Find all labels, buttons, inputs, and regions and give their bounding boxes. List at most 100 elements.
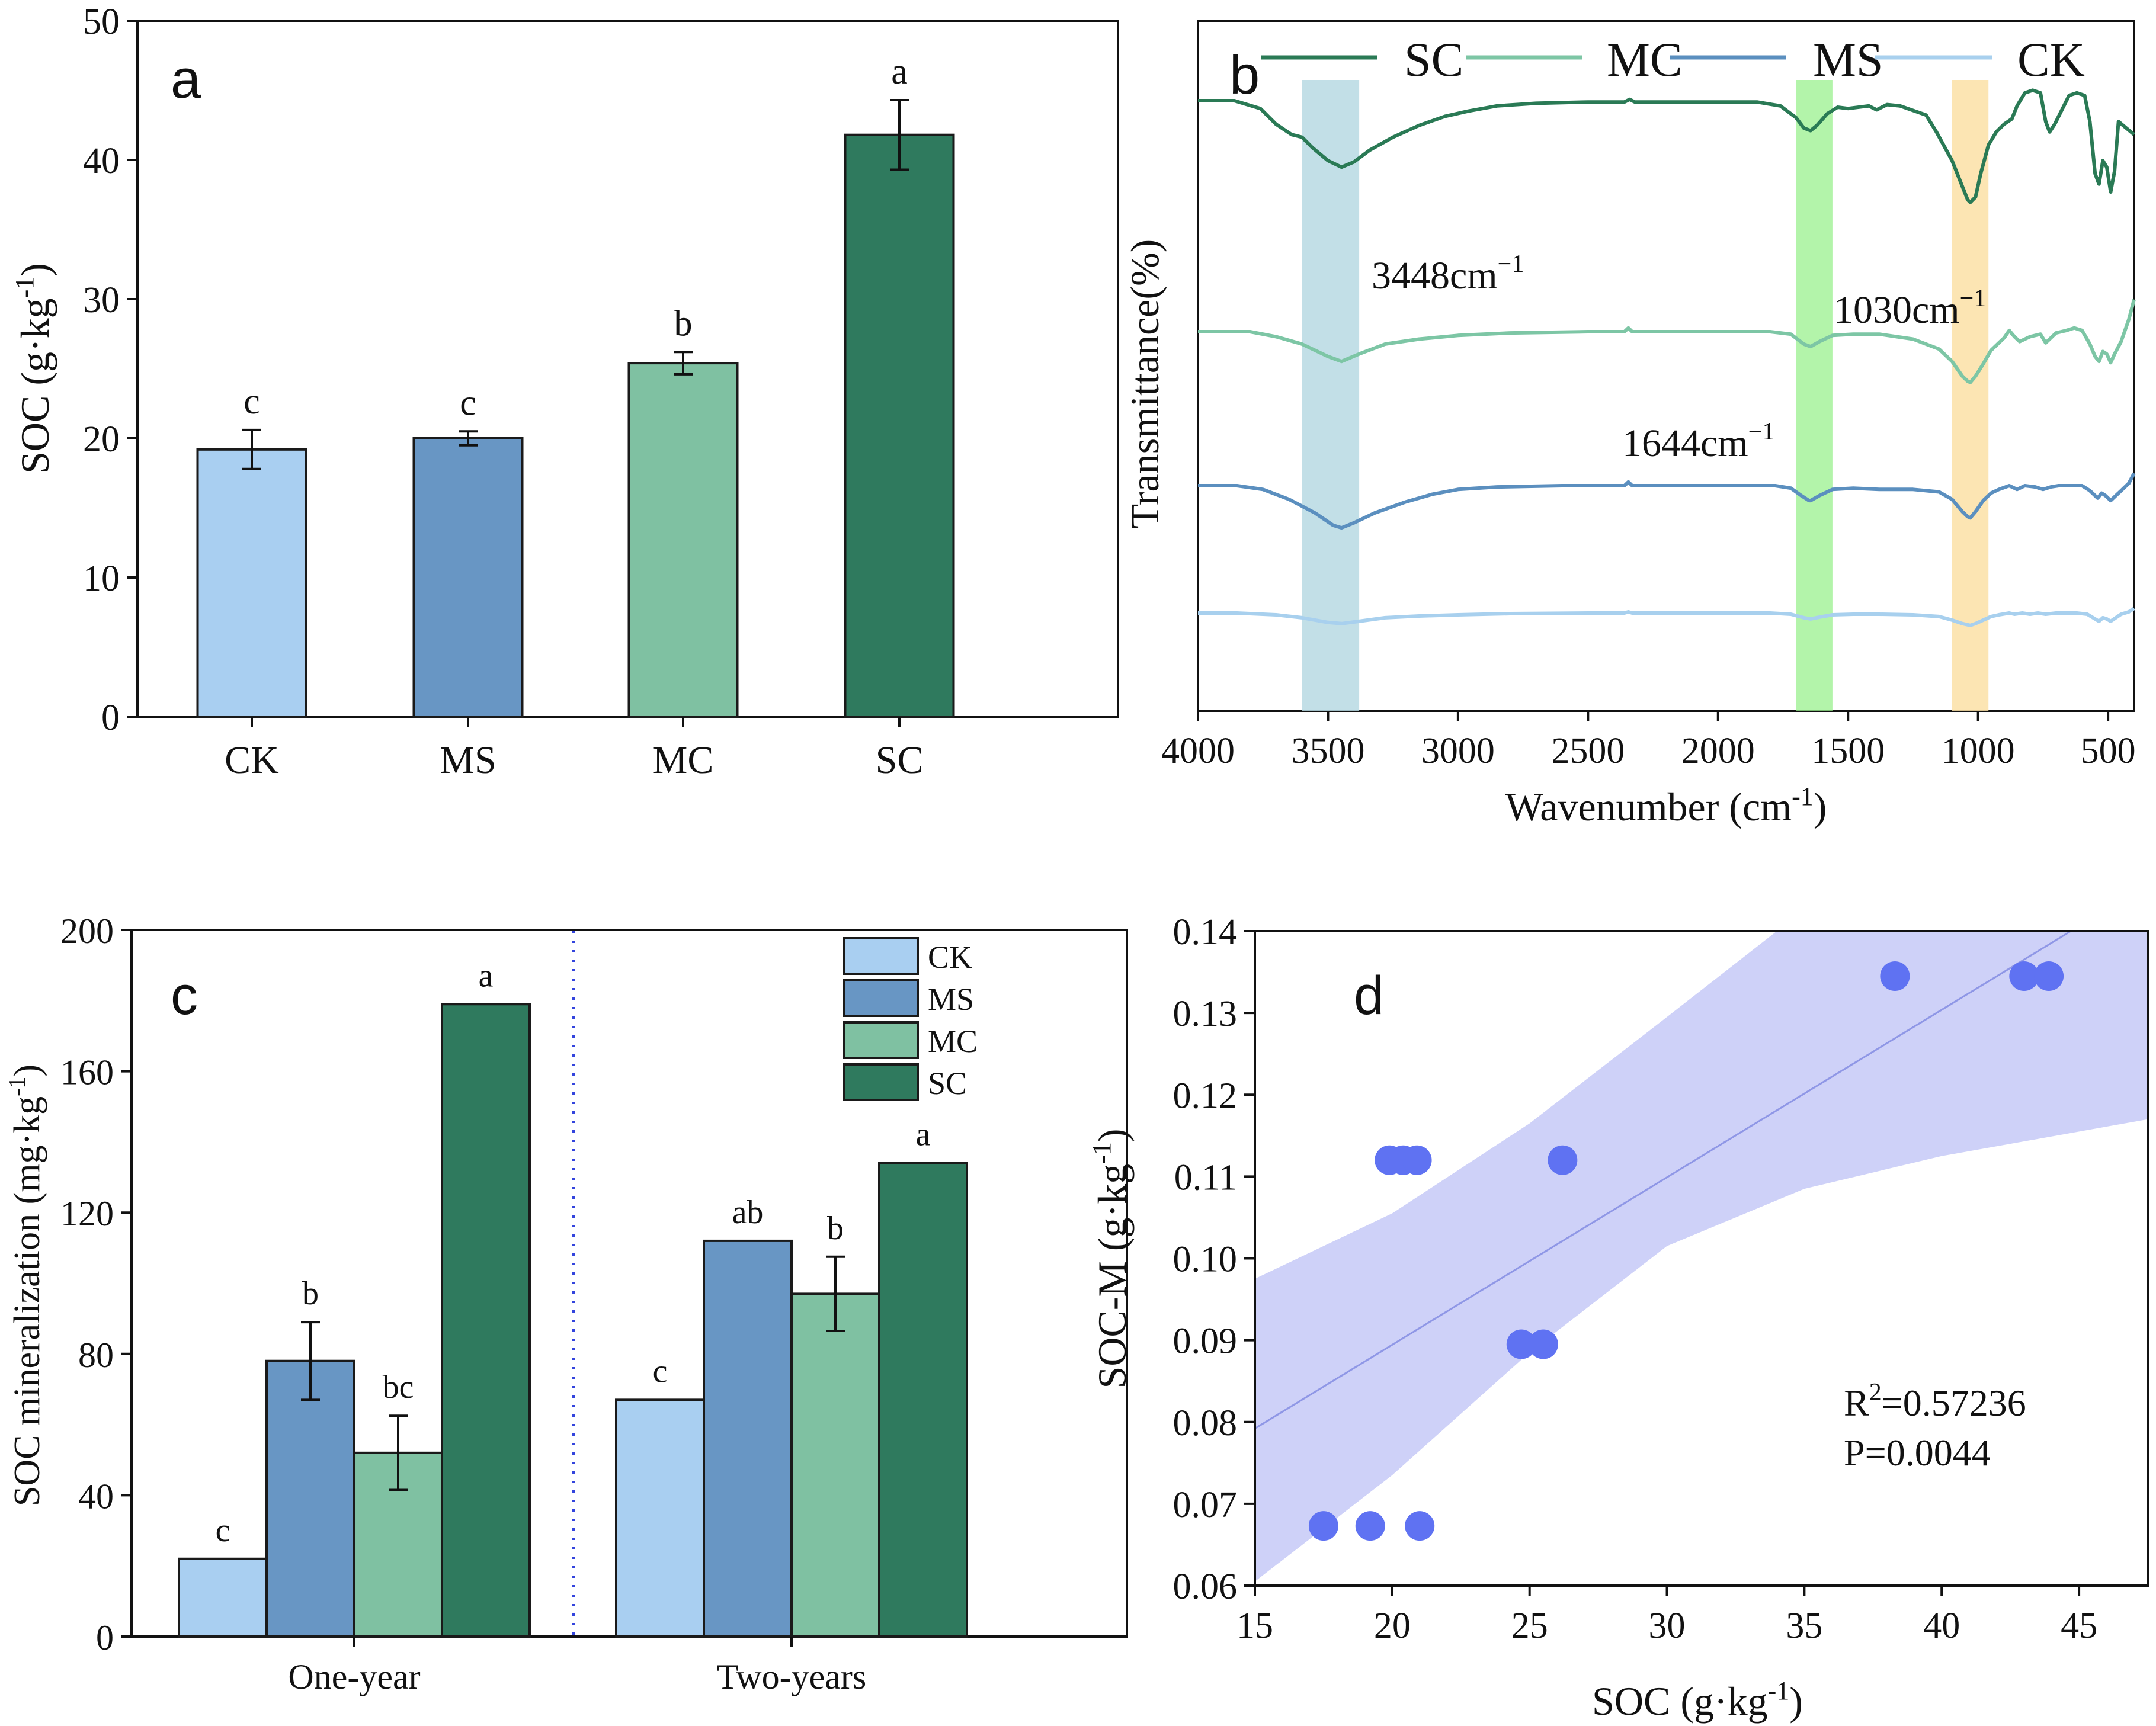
annotation-1030: 1030cm−1 <box>1834 285 1986 332</box>
legend-label-ms: MS <box>928 981 974 1017</box>
spectrum-line-ms <box>1198 472 2136 530</box>
legend-label-sc: SC <box>1404 33 1463 86</box>
significance-letter-sc-one-year: a <box>479 957 494 994</box>
panel-c-mineralization-bar-chart: c c b ab bc b a a 0 40 80 120 160 200 One-year Two-ye… <box>4 912 1128 1696</box>
legend-label-ck: CK <box>2017 33 2085 86</box>
bar-sc <box>844 133 955 718</box>
regression-line <box>1254 930 2071 1430</box>
significance-letter-ck-two-years: c <box>653 1353 668 1390</box>
x-tick-label-sc: SC <box>876 739 924 782</box>
scatter-point <box>1528 1329 1558 1359</box>
y-tick-label-120: 120 <box>60 1194 114 1233</box>
y-tick-label-40: 40 <box>83 141 120 181</box>
x-tick-label-1000: 1000 <box>1942 731 2015 771</box>
y-tick-label-0.13: 0.13 <box>1173 994 1238 1034</box>
bar-ck-two-years <box>615 1398 705 1638</box>
x-tick-label-mc: MC <box>653 739 714 782</box>
bar-ck <box>196 448 307 718</box>
x-tick-label-2500: 2500 <box>1551 731 1625 771</box>
annotation-3448: 3448cm−1 <box>1372 251 1524 297</box>
panel-c-y-axis-label: SOC mineralization (mg·kg-1) <box>4 1064 47 1506</box>
significance-letter-ck: c <box>244 381 260 422</box>
x-tick-label-one-year: One-year <box>288 1657 420 1696</box>
panel-d-letter: d <box>1354 965 1384 1026</box>
y-tick-label-0.09: 0.09 <box>1173 1321 1238 1362</box>
significance-letter-ms: c <box>460 383 476 423</box>
band-co <box>1796 80 1833 711</box>
y-tick-label-80: 80 <box>78 1336 114 1375</box>
bar-ms-two-years <box>703 1239 793 1638</box>
y-tick-label-20: 20 <box>83 419 120 460</box>
panel-b-ftir-spectra: 4000 3500 3000 2500 2000 1500 1000 500 SC MC MS… <box>1122 20 2136 829</box>
legend-swatch-ms <box>843 979 919 1017</box>
y-tick-label-50: 50 <box>83 2 120 42</box>
panel-a-letter: a <box>171 49 201 110</box>
significance-letter-ck-one-year: c <box>216 1512 230 1549</box>
y-tick-label-0.08: 0.08 <box>1173 1403 1238 1443</box>
x-tick-label-1500: 1500 <box>1811 731 1885 771</box>
significance-letter-mc: b <box>674 303 693 344</box>
significance-letter-mc-two-years: b <box>827 1210 844 1247</box>
y-tick-label-0: 0 <box>101 698 120 738</box>
scatter-point <box>1308 1511 1338 1541</box>
panel-b-frame <box>1197 20 2135 712</box>
spectrum-line-mc <box>1198 299 2136 384</box>
x-tick-label-ck: CK <box>225 739 279 782</box>
x-tick-label-45: 45 <box>2061 1606 2097 1646</box>
significance-letter-sc: a <box>891 52 908 92</box>
x-tick-label-35: 35 <box>1786 1606 1822 1646</box>
panel-c-letter: c <box>171 965 198 1026</box>
confidence-band <box>1255 931 2148 1582</box>
x-tick-label-20: 20 <box>1374 1606 1411 1646</box>
legend-label-ck: CK <box>928 939 972 975</box>
scatter-point <box>1402 1145 1432 1175</box>
panel-b-letter: b <box>1229 45 1260 105</box>
scatter-point <box>2034 961 2064 991</box>
y-tick-label-30: 30 <box>83 280 120 320</box>
spectrum-line-sc <box>1198 88 2135 204</box>
panel-d-scatter-regression: 15 20 25 30 35 40 45 0.06 0.07 0.08 0.09 0.10 0.11 0… <box>1087 912 2149 1724</box>
bar-sc-two-years <box>878 1162 968 1638</box>
significance-letter-ms-one-year: b <box>302 1275 319 1312</box>
scatter-point <box>1405 1511 1435 1541</box>
x-tick-label-4000: 4000 <box>1161 731 1235 771</box>
legend-swatch-mc <box>843 1021 919 1059</box>
x-tick-label-500: 500 <box>2081 731 2136 771</box>
bar-ms-one-year <box>265 1359 355 1638</box>
x-tick-label-40: 40 <box>1923 1606 1960 1646</box>
legend-swatch-sc <box>843 1063 919 1101</box>
significance-letter-ms-two-years: ab <box>732 1194 764 1231</box>
bar-ck-one-year <box>178 1557 268 1638</box>
bar-mc <box>627 362 739 718</box>
panel-b-x-axis-label: Wavenumber (cm-1) <box>1505 782 1827 829</box>
panel-d-x-axis-label: SOC (g·kg-1) <box>1592 1676 1803 1724</box>
x-tick-label-30: 30 <box>1649 1606 1686 1646</box>
scatter-point <box>1506 1329 1536 1359</box>
bar-ms <box>412 437 524 718</box>
panel-b-y-axis-label: Transmittance(%) <box>1122 239 1167 528</box>
y-tick-label-10: 10 <box>83 559 120 599</box>
scatter-point <box>1880 961 1910 991</box>
y-tick-label-0.07: 0.07 <box>1173 1485 1238 1525</box>
y-tick-label-40: 40 <box>78 1477 114 1516</box>
panel-b-legend: SC MC MS CK <box>1261 33 2085 86</box>
scatter-point <box>1548 1145 1578 1175</box>
x-tick-label-15: 15 <box>1236 1606 1273 1646</box>
y-tick-label-0.10: 0.10 <box>1173 1240 1238 1280</box>
y-tick-label-0.11: 0.11 <box>1174 1157 1237 1198</box>
x-tick-label-25: 25 <box>1511 1606 1548 1646</box>
y-tick-label-0.14: 0.14 <box>1173 912 1238 952</box>
bar-mc-two-years <box>790 1292 880 1638</box>
r-squared-text: R2=0.57236 <box>1844 1379 2026 1424</box>
panel-d-y-axis-label: SOC-M (g·kg-1) <box>1087 1129 1135 1389</box>
x-tick-label-ms: MS <box>440 739 496 782</box>
y-tick-label-200: 200 <box>60 912 114 951</box>
legend-label-ms: MS <box>1813 33 1883 86</box>
significance-letter-mc-one-year: bc <box>383 1369 414 1406</box>
band-oh <box>1302 80 1360 711</box>
significance-letter-sc-two-years: a <box>916 1117 931 1153</box>
y-tick-label-0.06: 0.06 <box>1173 1567 1238 1607</box>
legend-swatch-ck <box>843 937 919 975</box>
annotation-1644: 1644cm−1 <box>1622 418 1774 465</box>
